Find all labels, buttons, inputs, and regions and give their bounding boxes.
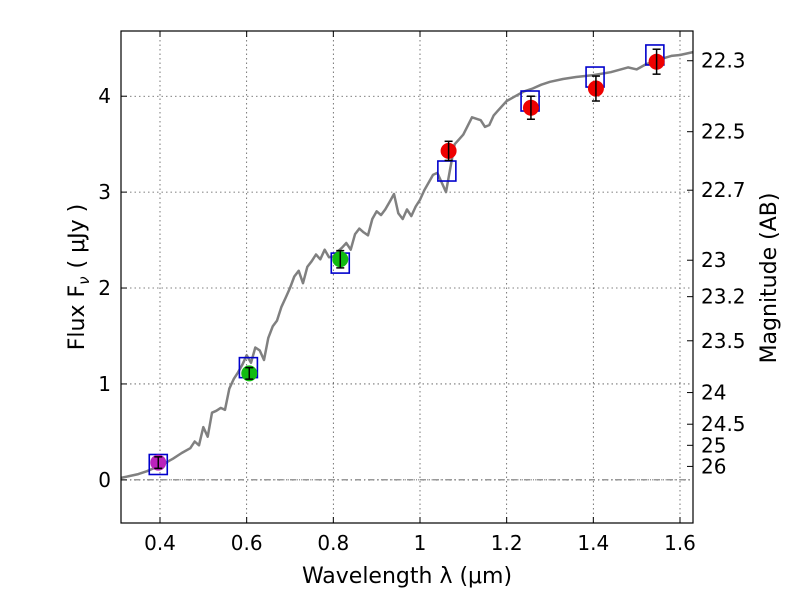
y-tick-label: 2 — [98, 276, 111, 300]
y-tick-label: 3 — [98, 180, 111, 204]
magnitude-tick-label: 22.3 — [701, 49, 746, 73]
x-axis-label: Wavelength λ (μm) — [302, 564, 512, 589]
magnitude-tick-label: 24.5 — [701, 412, 746, 436]
x-tick-label: 0.4 — [144, 531, 176, 555]
magnitude-tick-label: 26 — [701, 454, 726, 478]
x-tick-label: 1.6 — [664, 531, 696, 555]
y-axis-label-sub: ν — [75, 276, 93, 284]
x-tick-label: 1 — [414, 531, 427, 555]
x-tick-label: 0.8 — [317, 531, 349, 555]
data-series — [120, 44, 694, 480]
magnitude-tick-label: 22.5 — [701, 120, 746, 144]
model-band-square — [148, 453, 169, 476]
plot-frame — [120, 30, 694, 524]
magnitude-tick-label: 23 — [701, 248, 726, 272]
x-tick-label: 1.2 — [491, 531, 523, 555]
magnitude-tick-label: 23.2 — [701, 285, 746, 309]
magnitude-tick-label: 25 — [701, 433, 726, 457]
x-tick-label: 1.4 — [577, 531, 609, 555]
x-tick-label: 0.6 — [231, 531, 263, 555]
y-axis-label: Flux Fν ( μJy ) — [65, 204, 93, 350]
y-axis-ticks: 0 1 2 3 4 — [98, 84, 127, 492]
y-axis-label-unit: ( μJy ) — [65, 204, 90, 269]
magnitude-tick-label: 22.7 — [701, 178, 746, 202]
y-tick-label: 1 — [98, 372, 111, 396]
y-tick-label: 4 — [98, 84, 111, 108]
y-axis-label-main: Flux F — [65, 285, 90, 350]
magnitude-tick-label: 23.5 — [701, 329, 746, 353]
magnitude-tick-label: 24 — [701, 381, 726, 405]
magnitude-axis-label: Magnitude (AB) — [757, 193, 782, 364]
x-axis-ticks: 0.4 0.6 0.8 1 1.2 1.4 1.6 — [144, 31, 696, 555]
y-tick-label: 0 — [98, 468, 111, 492]
model-spectrum-line — [120, 50, 694, 480]
